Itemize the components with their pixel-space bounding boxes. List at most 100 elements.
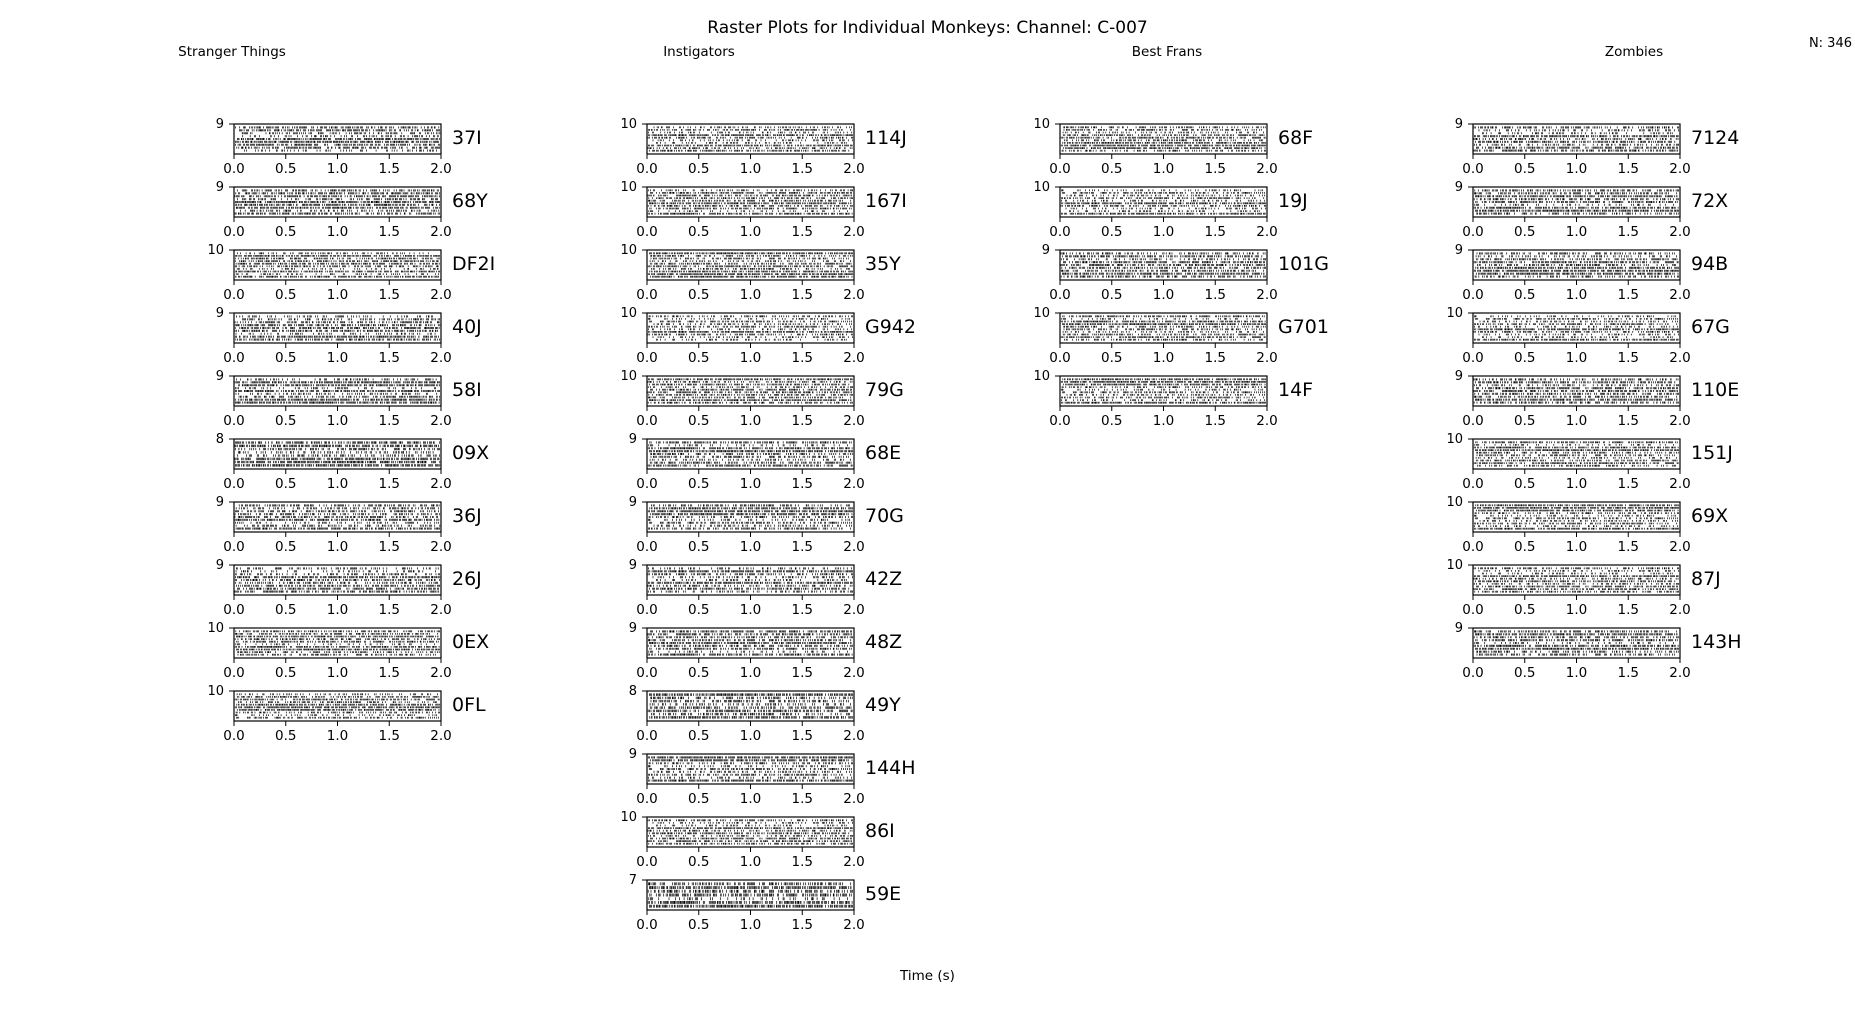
trial-row bbox=[653, 126, 852, 129]
trial-row bbox=[647, 709, 853, 713]
trial-row bbox=[236, 703, 441, 706]
trial-row bbox=[648, 383, 850, 386]
panel-frame bbox=[233, 627, 442, 659]
monkey-label: 68Y bbox=[452, 190, 488, 212]
monkey-label: 79G bbox=[865, 379, 904, 401]
trial-row bbox=[650, 388, 852, 391]
trial-row bbox=[1062, 331, 1264, 333]
x-tick-label: 0.5 bbox=[1101, 350, 1122, 366]
spike-raster bbox=[1473, 189, 1679, 215]
trial-row bbox=[1475, 449, 1679, 451]
trial-row bbox=[647, 889, 853, 893]
x-tick-label: 0.5 bbox=[275, 539, 296, 555]
x-tick-label: 2.0 bbox=[843, 539, 864, 555]
trial-row bbox=[656, 142, 847, 144]
y-tick-label: 10 bbox=[1446, 432, 1463, 447]
x-tick-label: 0.0 bbox=[223, 665, 244, 681]
trial-row bbox=[647, 265, 853, 268]
y-tick-label: 10 bbox=[1033, 117, 1050, 132]
spike-raster bbox=[647, 441, 853, 467]
monkey-label: 114J bbox=[865, 127, 907, 149]
trial-row bbox=[647, 510, 854, 513]
x-tick-label: 0.0 bbox=[1049, 161, 1070, 177]
trial-row bbox=[649, 716, 854, 719]
trial-row bbox=[1474, 140, 1676, 143]
x-tick-label: 1.0 bbox=[740, 350, 761, 366]
x-tick-label: 2.0 bbox=[430, 539, 451, 555]
monkey-label: 86I bbox=[865, 820, 895, 842]
trial-row bbox=[237, 454, 440, 457]
trial-row bbox=[244, 149, 437, 152]
trial-row bbox=[648, 882, 852, 886]
trial-row bbox=[234, 460, 441, 464]
y-tick-label: 10 bbox=[1446, 495, 1463, 510]
trial-row bbox=[647, 901, 853, 904]
x-tick-label: 2.0 bbox=[1669, 161, 1690, 177]
trial-row bbox=[649, 399, 852, 401]
trial-row bbox=[1475, 398, 1678, 401]
y-tick-label: 10 bbox=[620, 243, 637, 258]
trial-row bbox=[648, 331, 853, 333]
trial-row bbox=[234, 590, 439, 593]
trial-row bbox=[647, 756, 854, 759]
trial-row bbox=[1473, 261, 1679, 264]
x-tick-label: 1.0 bbox=[1153, 161, 1174, 177]
x-tick-label: 1.5 bbox=[1618, 602, 1639, 618]
trial-row bbox=[1474, 575, 1679, 577]
x-tick-label: 0.5 bbox=[275, 665, 296, 681]
x-tick-label: 1.0 bbox=[1566, 539, 1587, 555]
trial-row bbox=[649, 252, 853, 255]
spike-raster bbox=[234, 315, 441, 341]
trial-row bbox=[235, 711, 440, 714]
trial-row bbox=[1473, 577, 1679, 580]
x-tick-label: 0.5 bbox=[275, 350, 296, 366]
trial-row bbox=[1064, 338, 1263, 341]
trial-row bbox=[1474, 325, 1679, 328]
x-tick-label: 1.5 bbox=[1618, 476, 1639, 492]
monkey-label: 94B bbox=[1691, 253, 1728, 275]
x-tick-label: 0.0 bbox=[636, 161, 657, 177]
trial-row bbox=[1062, 333, 1265, 336]
spike-raster bbox=[1060, 189, 1266, 215]
y-tick-label: 9 bbox=[629, 558, 637, 573]
x-tick-label: 0.5 bbox=[275, 413, 296, 429]
panel-frame bbox=[646, 123, 855, 155]
y-tick-label: 9 bbox=[216, 180, 224, 195]
spike-raster bbox=[1473, 441, 1679, 467]
x-tick-label: 1.0 bbox=[1153, 350, 1174, 366]
x-tick-label: 0.0 bbox=[1462, 350, 1483, 366]
monkey-label: 26J bbox=[452, 568, 482, 590]
trial-row bbox=[647, 447, 853, 450]
trial-row bbox=[1474, 323, 1678, 325]
trial-row bbox=[647, 829, 853, 832]
trial-row bbox=[238, 384, 440, 387]
trial-row bbox=[649, 703, 851, 706]
x-tick-label: 0.5 bbox=[275, 161, 296, 177]
x-tick-label: 0.0 bbox=[636, 791, 657, 807]
panel-frame bbox=[1059, 186, 1268, 218]
trial-row bbox=[1062, 315, 1265, 318]
spike-raster bbox=[647, 315, 853, 341]
y-tick-label: 9 bbox=[629, 495, 637, 510]
trial-row bbox=[648, 210, 848, 212]
trial-row bbox=[649, 202, 852, 205]
trial-row bbox=[649, 642, 852, 644]
trial-row bbox=[647, 147, 853, 149]
trial-row bbox=[1475, 272, 1679, 275]
trial-row bbox=[1473, 331, 1679, 333]
x-tick-label: 2.0 bbox=[430, 161, 451, 177]
trial-row bbox=[1062, 131, 1264, 134]
panel-frame bbox=[1059, 123, 1268, 155]
trial-row bbox=[235, 270, 441, 273]
trial-row bbox=[234, 324, 441, 327]
x-tick-label: 0.5 bbox=[688, 854, 709, 870]
trial-row bbox=[1473, 583, 1679, 585]
trial-row bbox=[1060, 136, 1266, 139]
